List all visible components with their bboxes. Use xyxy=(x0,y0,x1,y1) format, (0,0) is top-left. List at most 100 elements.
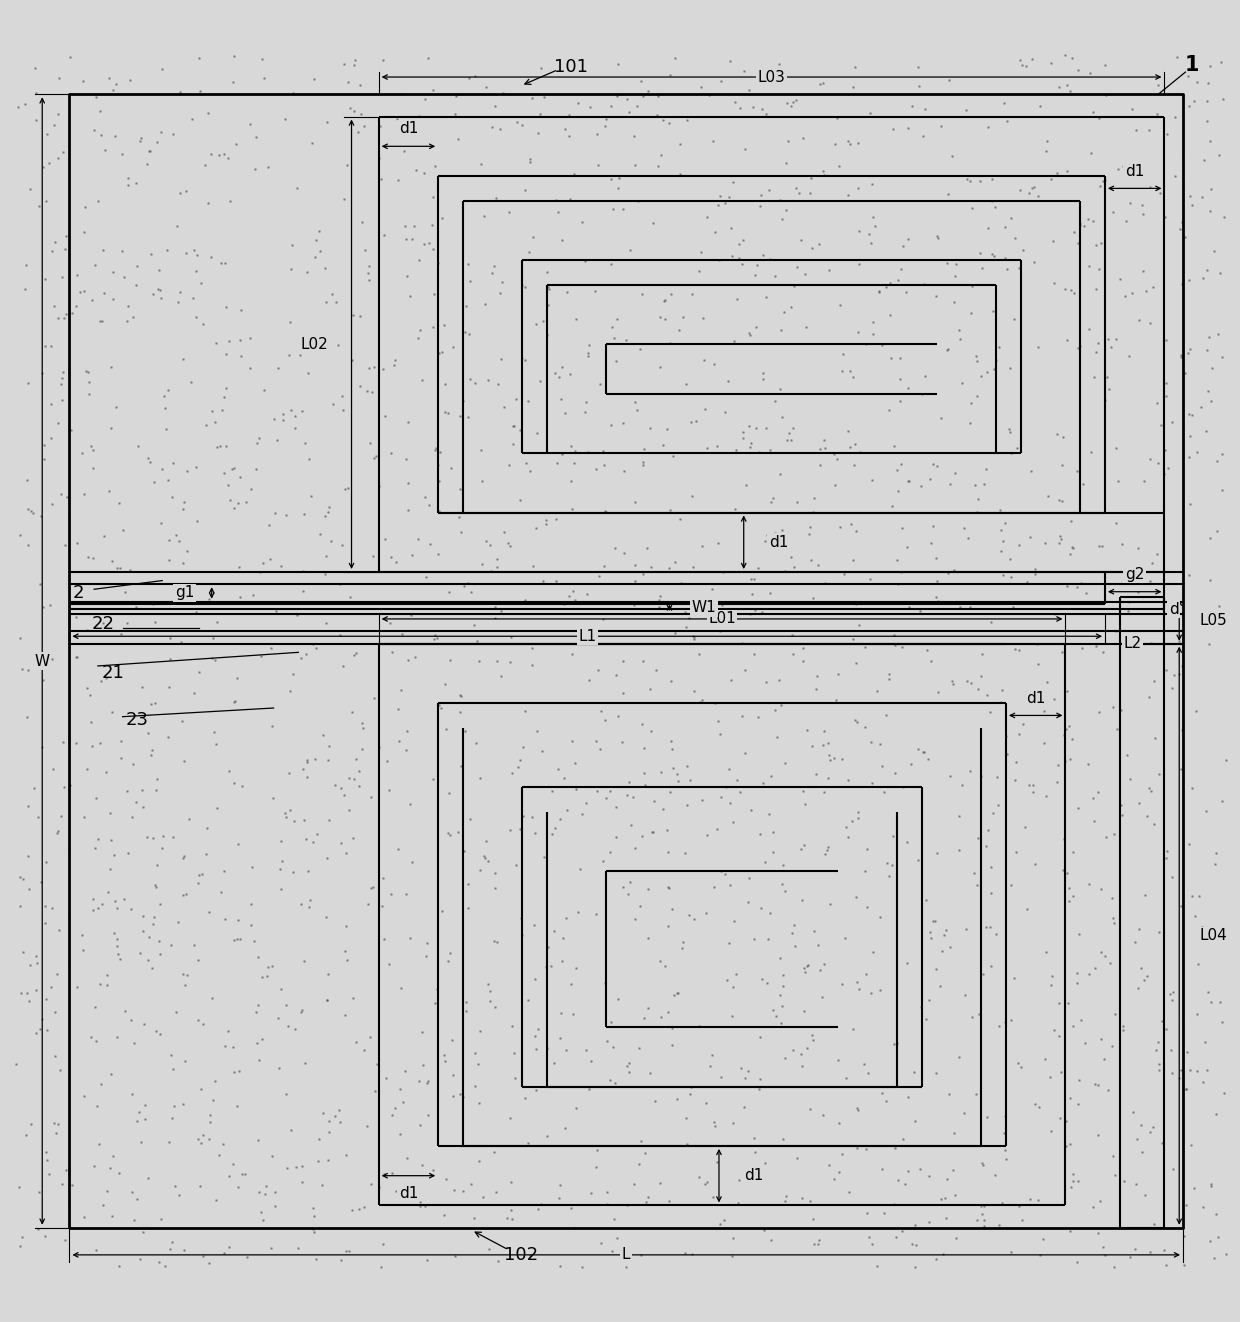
Point xyxy=(1060,1220,1080,1241)
Point xyxy=(729,98,749,119)
Point xyxy=(888,270,908,291)
Point xyxy=(1006,842,1025,863)
Point xyxy=(980,916,999,937)
Point xyxy=(742,800,761,821)
Point xyxy=(630,338,650,360)
Point xyxy=(575,1039,595,1060)
Point xyxy=(722,246,742,267)
Point xyxy=(1106,620,1126,641)
Point xyxy=(346,748,366,769)
Point xyxy=(859,223,879,245)
Point xyxy=(202,648,222,669)
Point xyxy=(689,691,709,713)
Point xyxy=(1102,1035,1122,1056)
Point xyxy=(552,951,572,972)
Point xyxy=(526,1026,546,1047)
Point xyxy=(118,843,138,865)
Point xyxy=(794,957,813,978)
Point xyxy=(265,502,285,524)
Point xyxy=(295,829,315,850)
Point xyxy=(775,1047,795,1068)
Point xyxy=(644,791,663,812)
Point xyxy=(1059,993,1079,1014)
Point xyxy=(813,73,833,94)
Point xyxy=(21,501,41,522)
Point xyxy=(693,307,713,328)
Point xyxy=(774,976,794,997)
Point xyxy=(45,1046,64,1067)
Point xyxy=(211,880,231,902)
Point xyxy=(1173,168,1193,189)
Point xyxy=(465,1042,485,1063)
Point xyxy=(1090,176,1110,197)
Point xyxy=(872,756,892,777)
Point xyxy=(925,911,945,932)
Point xyxy=(863,206,883,227)
Point xyxy=(1176,1079,1195,1100)
Point xyxy=(1211,791,1231,812)
Point xyxy=(755,530,775,551)
Point xyxy=(440,825,460,846)
Point xyxy=(401,928,420,949)
Point xyxy=(760,440,780,461)
Point xyxy=(825,134,844,155)
Point xyxy=(1179,270,1199,291)
Point xyxy=(449,506,469,527)
Point xyxy=(201,143,221,164)
Point xyxy=(781,95,801,116)
Point xyxy=(1054,724,1074,746)
Point xyxy=(594,455,614,476)
Point xyxy=(231,929,250,951)
Point xyxy=(191,1079,211,1100)
Point xyxy=(525,969,544,990)
Point xyxy=(890,390,910,411)
Point xyxy=(172,1093,192,1114)
Point xyxy=(317,989,337,1010)
Point xyxy=(14,869,33,890)
Point xyxy=(84,119,104,140)
Point xyxy=(863,311,883,332)
Point xyxy=(343,988,363,1009)
Point xyxy=(331,833,351,854)
Point xyxy=(1091,1029,1111,1050)
Point xyxy=(946,254,966,275)
Point xyxy=(682,284,702,305)
Point xyxy=(207,797,227,818)
Point xyxy=(294,951,314,972)
Point xyxy=(52,368,72,389)
Point xyxy=(1185,906,1205,927)
Point xyxy=(202,401,222,422)
Point xyxy=(950,1046,970,1067)
Point xyxy=(580,97,600,118)
Point xyxy=(197,817,217,838)
Point xyxy=(294,504,314,525)
Point xyxy=(676,602,696,623)
Point xyxy=(1071,1009,1091,1030)
Point xyxy=(556,907,575,928)
Point xyxy=(1038,485,1058,506)
Point xyxy=(469,1093,489,1114)
Point xyxy=(1131,1114,1151,1136)
Point xyxy=(1135,884,1154,906)
Point xyxy=(1055,278,1075,299)
Point xyxy=(150,1023,170,1044)
Point xyxy=(689,1167,709,1188)
Point xyxy=(848,177,868,198)
Point xyxy=(801,550,821,571)
Point xyxy=(745,600,765,621)
Point xyxy=(434,315,454,336)
Point xyxy=(863,324,883,345)
Point xyxy=(146,876,166,898)
Point xyxy=(1083,788,1102,809)
Point xyxy=(95,761,115,783)
Point xyxy=(162,1107,182,1128)
Point xyxy=(198,588,218,609)
Point xyxy=(42,493,62,514)
Point xyxy=(1030,1244,1050,1265)
Point xyxy=(1101,888,1121,910)
Point xyxy=(723,976,743,997)
Point xyxy=(1179,426,1199,447)
Point xyxy=(51,1059,71,1080)
Point xyxy=(1034,701,1054,722)
Point xyxy=(206,411,226,432)
